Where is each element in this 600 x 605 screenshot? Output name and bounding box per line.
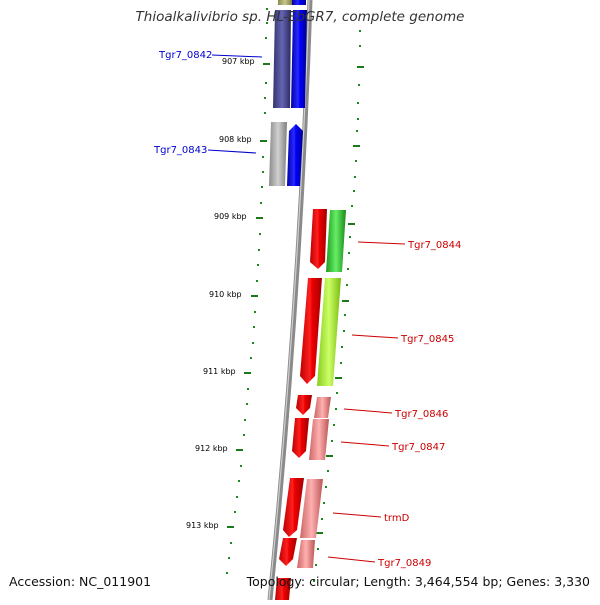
label-leader-lines (207, 54, 406, 563)
gene-label-tgr7-0842[interactable]: Tgr7_0842 (158, 50, 212, 61)
cds-feature-tgr7-0850[interactable] (275, 578, 291, 600)
gene-label-tgr7-0845[interactable]: Tgr7_0845 (400, 334, 454, 345)
scale-label-913: 913 kbp (186, 521, 219, 530)
reverse-strand-cds (287, 0, 307, 186)
gene-label-tgr7-0846[interactable]: Tgr7_0846 (394, 409, 448, 420)
cog-feature-0843[interactable] (269, 122, 287, 186)
genome-backbone-highlight (268, 0, 310, 601)
genome-backbone (267, 0, 313, 601)
cog-feature-0847[interactable] (309, 419, 329, 460)
gene-label-tgr7-0843[interactable]: Tgr7_0843 (153, 145, 207, 156)
cog-feature-0849[interactable] (297, 540, 315, 568)
scale-label-912: 912 kbp (195, 444, 228, 453)
cog-feature-0844[interactable] (326, 210, 346, 272)
cds-feature-tgr7-0844[interactable] (310, 209, 327, 269)
cds-feature-tgr7-0847[interactable] (292, 418, 309, 458)
cog-feature-trmd[interactable] (300, 479, 323, 538)
cds-feature-tgr7-0842[interactable] (291, 10, 307, 108)
map-title: Thioalkalivibrio sp. HL-EbGR7, complete … (135, 9, 465, 25)
accession-text: Accession: NC_011901 (9, 574, 152, 589)
cog-feature-0845[interactable] (317, 278, 341, 386)
gene-label-tgr7-0844[interactable]: Tgr7_0844 (407, 240, 461, 251)
forward-strand-cog (297, 210, 346, 568)
outer-ruler-dots (313, 30, 361, 582)
cds-feature-tgr7-0849[interactable] (279, 538, 297, 566)
cds-feature-tgr7-0841[interactable] (292, 0, 306, 5)
gene-labels: Tgr7_0842 Tgr7_0843 Tgr7_0844 Tgr7_0845 … (153, 50, 461, 569)
scale-label-910: 910 kbp (209, 290, 242, 299)
cds-feature-tgr7-0845[interactable] (300, 278, 322, 384)
cds-feature-trmd[interactable] (283, 478, 304, 537)
gene-label-tgr7-0849[interactable]: Tgr7_0849 (377, 558, 431, 569)
cog-feature-0846[interactable] (314, 397, 331, 418)
inner-major-ticks (227, 63, 270, 528)
forward-strand-cds (275, 209, 327, 600)
scale-labels: 907 kbp 908 kbp 909 kbp 910 kbp 911 kbp … (186, 57, 255, 530)
cds-feature-tgr7-0846[interactable] (296, 395, 312, 415)
outer-major-ticks (316, 66, 364, 534)
scale-label-908: 908 kbp (219, 135, 252, 144)
scale-label-911: 911 kbp (203, 367, 236, 376)
inner-ruler-dots (226, 8, 268, 574)
cog-feature-0842[interactable] (273, 10, 291, 108)
scale-label-907: 907 kbp (222, 57, 255, 66)
cog-feature-0841[interactable] (278, 0, 292, 5)
scale-label-909: 909 kbp (214, 212, 247, 221)
cds-feature-tgr7-0843[interactable] (287, 124, 303, 186)
gene-label-tgr7-0847[interactable]: Tgr7_0847 (391, 442, 445, 453)
gene-label-trmd[interactable]: trmD (384, 513, 410, 524)
topology-text: Topology: circular; Length: 3,464,554 bp… (246, 574, 590, 589)
reverse-strand-cog (269, 0, 292, 186)
